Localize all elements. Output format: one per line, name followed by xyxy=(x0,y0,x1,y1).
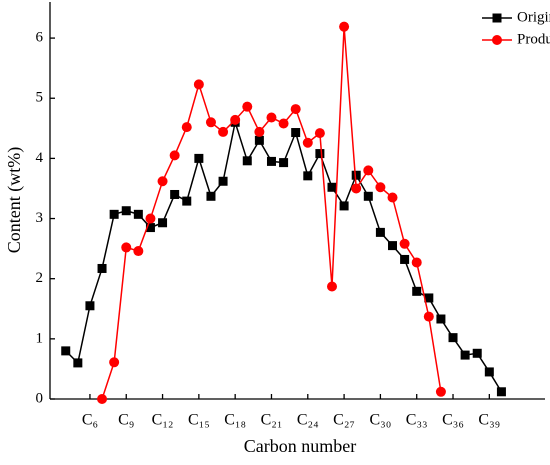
marker xyxy=(254,135,264,145)
marker xyxy=(242,156,252,166)
legend-label: Produced oil xyxy=(517,31,550,47)
y-axis-label: Content (wt%) xyxy=(4,147,25,253)
series-line xyxy=(101,26,442,400)
marker xyxy=(230,114,241,125)
marker xyxy=(97,394,108,404)
marker xyxy=(206,191,216,201)
marker xyxy=(435,386,446,397)
marker xyxy=(121,206,131,216)
x-axis-label: Carbon number xyxy=(244,436,356,456)
marker xyxy=(193,79,204,90)
marker xyxy=(327,182,337,192)
marker xyxy=(363,165,374,176)
y-tick-label: 2 xyxy=(36,270,44,286)
marker xyxy=(339,201,349,211)
marker xyxy=(314,128,325,139)
marker xyxy=(351,170,361,180)
x-tick-label: C₃₆ xyxy=(442,412,464,429)
marker xyxy=(399,238,410,249)
x-tick-label: C₃₉ xyxy=(478,412,500,429)
marker xyxy=(279,158,289,168)
marker xyxy=(109,357,120,368)
x-tick-label: C₉ xyxy=(118,412,134,429)
marker xyxy=(339,21,350,32)
x-tick-label: C₁₈ xyxy=(224,412,246,429)
marker xyxy=(472,348,482,358)
y-tick-label: 1 xyxy=(36,330,44,346)
x-tick-label: C₃₀ xyxy=(369,412,391,429)
marker xyxy=(254,126,265,137)
marker xyxy=(266,156,276,166)
legend-label: Original oil xyxy=(517,9,550,25)
marker xyxy=(412,286,422,296)
marker xyxy=(170,189,180,199)
marker xyxy=(363,191,373,201)
marker xyxy=(484,367,494,377)
marker xyxy=(97,263,107,273)
marker xyxy=(133,246,144,257)
marker xyxy=(266,112,277,123)
x-tick-label: C₃₃ xyxy=(406,412,428,429)
marker xyxy=(218,176,228,186)
marker xyxy=(411,257,422,268)
marker xyxy=(85,301,95,311)
marker xyxy=(400,254,410,264)
marker xyxy=(387,192,398,203)
y-tick-label: 5 xyxy=(36,90,44,106)
marker xyxy=(424,293,434,303)
marker xyxy=(157,176,168,187)
y-tick-label: 6 xyxy=(36,30,44,46)
marker xyxy=(73,358,83,368)
marker xyxy=(278,118,289,129)
x-tick-label: C₁₅ xyxy=(188,412,210,429)
marker xyxy=(182,196,192,206)
marker xyxy=(291,128,301,138)
marker xyxy=(61,346,71,356)
x-tick-label: C₂₄ xyxy=(297,412,319,429)
marker xyxy=(194,153,204,163)
marker xyxy=(145,213,156,224)
marker xyxy=(423,311,434,322)
marker xyxy=(109,209,119,219)
y-tick-label: 4 xyxy=(36,150,44,166)
marker xyxy=(133,209,143,219)
marker xyxy=(303,171,313,181)
marker xyxy=(448,333,458,343)
x-tick-label: C₆ xyxy=(82,412,98,429)
marker xyxy=(181,122,192,133)
marker xyxy=(158,218,168,228)
y-tick-label: 3 xyxy=(36,210,44,226)
marker xyxy=(375,227,385,237)
marker xyxy=(436,314,446,324)
marker xyxy=(242,101,253,112)
legend-marker xyxy=(492,35,502,45)
marker xyxy=(326,281,337,292)
y-tick-label: 0 xyxy=(36,390,44,406)
marker xyxy=(290,104,301,115)
x-tick-label: C₂₇ xyxy=(333,412,355,429)
marker xyxy=(145,223,155,233)
marker xyxy=(169,150,180,161)
marker xyxy=(375,182,386,193)
legend-marker xyxy=(492,13,502,23)
marker xyxy=(302,137,313,148)
marker xyxy=(460,350,470,360)
marker xyxy=(218,126,229,137)
marker xyxy=(496,387,506,397)
x-tick-label: C₂₁ xyxy=(261,412,283,429)
marker xyxy=(388,241,398,251)
marker xyxy=(121,242,132,253)
marker xyxy=(315,149,325,159)
marker xyxy=(205,117,216,128)
marker xyxy=(351,183,362,194)
x-tick-label: C₁₂ xyxy=(152,412,174,429)
